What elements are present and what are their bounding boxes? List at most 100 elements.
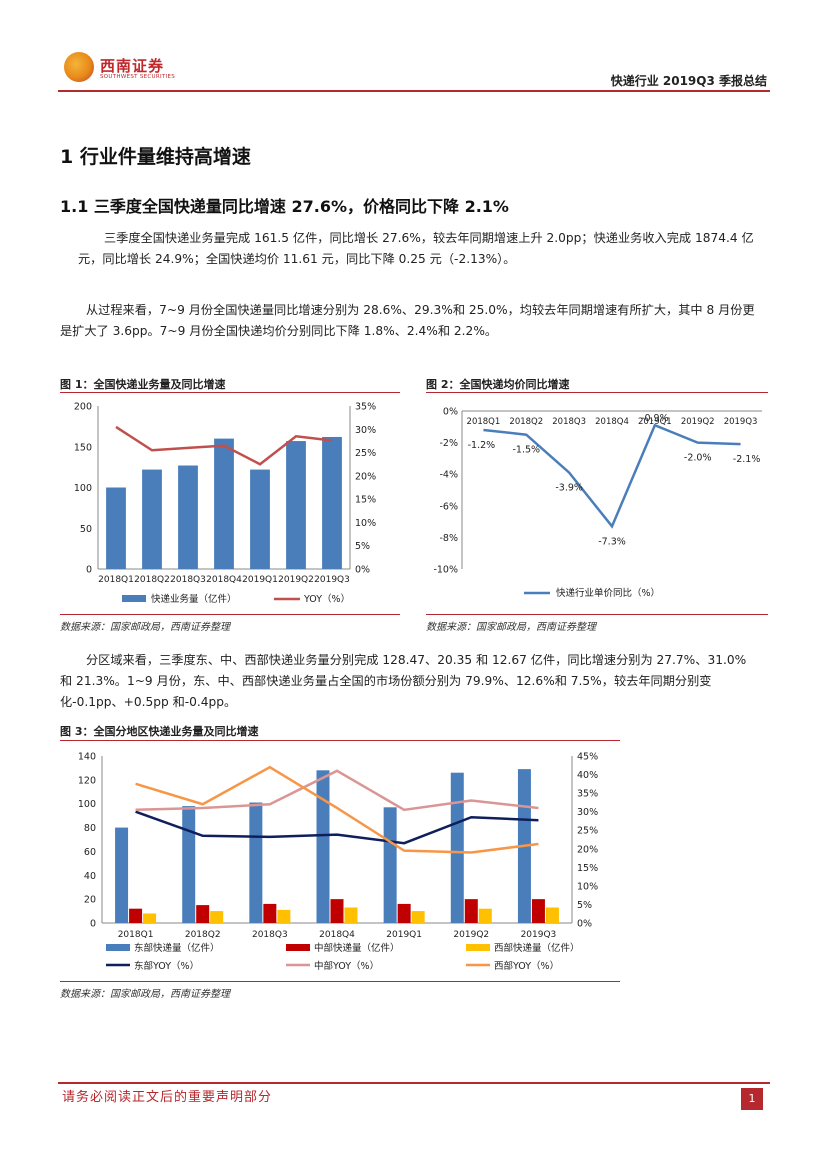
chart1-bar [106,487,126,569]
chart3-legend-bar-swatch [106,944,130,951]
chart3-right-tick: 35% [577,789,598,800]
chart3-legend-line: 西部YOY（%） [494,960,559,972]
figure-1-caption-rule [60,392,400,393]
figure-2-caption: 图 2：全国快递均价同比增速 [426,378,570,391]
chart3-bar [316,770,330,923]
chart1-left-tick: 100 [74,483,92,494]
chart3-right-tick: 40% [577,770,598,781]
chart1-x-tick: 2018Q2 [134,575,170,585]
chart1-bar [286,441,306,569]
chart2-x-tick: 2019Q3 [724,417,758,427]
chart3-yoy-line [135,810,539,845]
chart3-bar [464,899,478,923]
chart3-bar [115,827,129,923]
chart3-bar [196,905,210,923]
chart1-x-tick: 2019Q3 [314,575,350,585]
chart3-x-tick: 2019Q1 [386,930,422,940]
chart1-left-tick: 200 [74,402,92,413]
chart2-x-tick: 2018Q4 [595,417,629,427]
chart2-y-tick: -4% [440,470,459,481]
chart1-right-tick: 20% [355,471,376,482]
chart3-bar [263,903,277,923]
chart3-bar [330,899,344,923]
subsection-heading: 1.1 三季度全国快递量同比增速 27.6%，价格同比下降 2.1% [60,197,509,216]
page-number: 1 [741,1088,763,1110]
chart3-right-tick: 5% [577,900,592,911]
chart3-yoy-line [135,765,539,854]
chart2-x-tick: 2019Q1 [638,417,672,427]
chart1-x-tick: 2018Q4 [206,575,242,585]
chart3-bar [397,903,411,923]
chart2-data-label: -2.1% [733,454,761,465]
chart3-x-tick: 2019Q2 [453,930,489,940]
chart3-x-tick: 2018Q4 [319,930,355,940]
footer-divider [58,1082,770,1084]
chart2-y-tick: -6% [440,501,459,512]
chart2-data-label: -3.9% [555,483,583,494]
chart-2: 0% -2% -4% -6% -8% -10% 2018Q1 2018Q2 2018Q3 2018… [433,407,762,599]
chart3-x-tick: 2018Q3 [252,930,288,940]
chart3-legend-bar: 中部快递量（亿件） [314,942,400,954]
chart2-legend: 快递行业单价同比（%） [556,587,660,599]
chart3-left-tick: 20 [84,895,96,906]
logo-chinese-name: 西南证券 [100,57,165,75]
chart2-x-tick: 2018Q3 [552,417,586,427]
chart3-right-tick: 25% [577,826,598,837]
chart3-bar [411,911,425,923]
chart3-right-tick: 10% [577,881,598,892]
chart3-bar [143,913,157,923]
paragraph-1: 三季度全国快递业务量完成 161.5 亿件，同比增长 27.6%，较去年同期增速… [78,231,754,266]
chart3-right-tick: 45% [577,752,598,763]
paragraph-3: 分区域来看，三季度东、中、西部快递业务量分别完成 128.47、20.35 和 … [60,653,747,709]
chart2-x-tick: 2019Q2 [681,417,715,427]
chart3-legend-line: 东部YOY（%） [134,960,199,972]
chart3-legend-bar-swatch [286,944,310,951]
chart2-data-label: -0.9% [641,413,669,424]
figure-2-source: 数据来源：国家邮政局，西南证券整理 [426,622,596,633]
chart3-bar [277,909,291,923]
chart3-right-tick: 30% [577,807,598,818]
chart1-x-tick: 2018Q3 [170,575,206,585]
chart3-left-tick: 140 [78,752,96,763]
chart3-left-tick: 60 [84,847,96,858]
chart3-legend-bar: 西部快递量（亿件） [494,942,580,954]
chart1-right-tick: 35% [355,402,376,413]
chart1-right-tick: 5% [355,541,370,552]
paragraph-2: 从过程来看，7~9 月份全国快递量同比增速分别为 28.6%、29.3%和 25… [60,303,755,338]
chart3-left-tick: 120 [78,775,96,786]
header-divider [58,90,770,92]
chart3-bar [344,907,358,923]
report-title: 快递行业 2019Q3 季报总结 [610,74,767,88]
company-logo-icon [64,52,94,82]
chart1-x-tick: 2019Q1 [242,575,278,585]
chart1-bar [250,469,270,569]
chart1-yoy-line [115,425,333,466]
chart2-line [483,423,741,529]
logo-english-name: SOUTHWEST SECURITIES [100,74,176,80]
chart1-bar [322,436,342,569]
chart3-bar [210,911,224,923]
chart3-legend-bar-swatch [466,944,490,951]
chart3-right-tick: 20% [577,844,598,855]
chart3-bar [531,899,545,923]
chart3-x-tick: 2018Q1 [118,930,154,940]
figure-1-caption: 图 1：全国快递业务量及同比增速 [60,378,226,391]
chart1-x-tick: 2019Q2 [278,575,314,585]
chart1-legend-line: YOY（%） [303,593,350,605]
figure-3-source: 数据来源：国家邮政局，西南证券整理 [60,989,230,1000]
chart3-legend-line: 中部YOY（%） [314,960,379,972]
chart1-bar [142,469,162,569]
chart2-data-label: -1.5% [512,445,540,456]
chart1-left-tick: 150 [74,442,92,453]
chart2-x-tick: 2018Q1 [467,417,501,427]
chart2-y-tick: -10% [433,565,458,576]
chart3-bar [249,802,263,923]
chart3-right-tick: 0% [577,919,592,930]
chart3-left-tick: 80 [84,823,96,834]
chart2-y-tick: 0% [443,407,458,418]
chart3-left-tick: 100 [78,799,96,810]
chart1-right-tick: 15% [355,495,376,506]
chart3-right-tick: 15% [577,863,598,874]
chart1-legend-bar: 快递业务量（亿件） [151,593,237,605]
chart3-left-tick: 40 [84,871,96,882]
